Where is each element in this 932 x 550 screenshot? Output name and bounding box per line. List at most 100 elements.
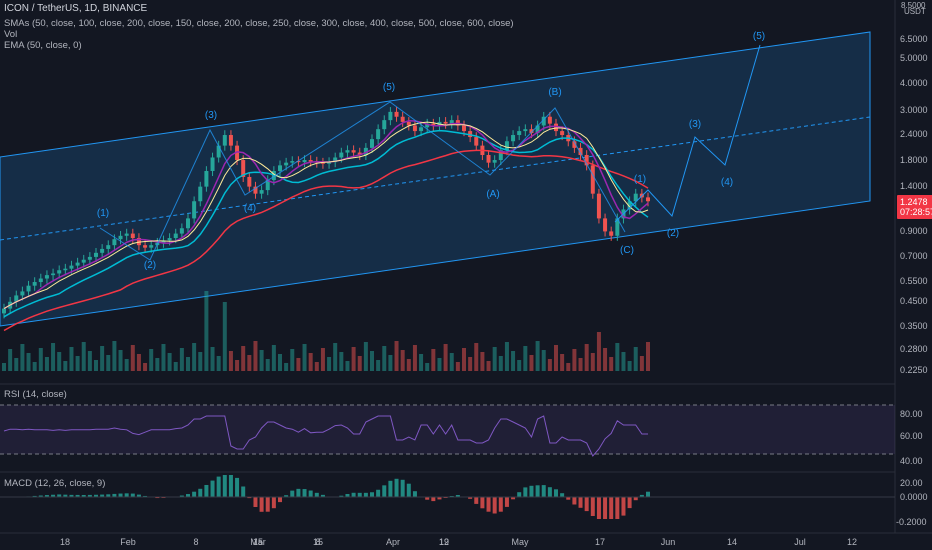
volume-bar <box>596 332 601 371</box>
macd-bar <box>627 497 632 509</box>
macd-bar <box>296 488 301 497</box>
macd-bar <box>560 493 565 497</box>
macd-bar <box>535 485 540 497</box>
candle-body <box>198 186 203 202</box>
candle-body <box>406 121 411 126</box>
candle-body <box>511 135 516 142</box>
volume-bar <box>400 350 405 371</box>
candle-body <box>222 135 227 146</box>
volume-bar <box>370 351 374 371</box>
candle-body <box>216 145 221 158</box>
volume-bar <box>94 360 98 371</box>
volume-bar <box>235 360 240 371</box>
macd-bar <box>81 495 86 497</box>
price-badge-countdown: 07:28:57 <box>900 207 932 217</box>
candle-body <box>400 116 405 122</box>
volume-bar <box>590 353 595 371</box>
candle-body <box>302 160 307 163</box>
macd-bar <box>572 497 577 505</box>
candle-body <box>498 150 503 161</box>
volume-bar <box>100 346 105 371</box>
volume-bar <box>75 356 80 371</box>
time-axis-label: Mar <box>250 537 266 547</box>
macd-bar <box>94 494 98 497</box>
macd-bar <box>541 485 546 497</box>
candle-body <box>320 162 325 164</box>
macd-bar <box>222 475 227 497</box>
candle-body <box>474 137 479 146</box>
volume-bar <box>192 343 197 371</box>
candle-body <box>547 116 552 124</box>
candle-body <box>590 165 595 194</box>
macd-bar <box>308 490 313 497</box>
time-axis-label: 8 <box>193 537 198 547</box>
wave-label: (5) <box>383 82 395 93</box>
volume-bar <box>327 357 332 371</box>
wave-label: (3) <box>205 110 217 121</box>
volume-bar <box>376 360 381 371</box>
price-axis-label: 3.0000 <box>900 105 928 115</box>
volume-bar <box>136 354 141 371</box>
candle-body <box>462 125 466 132</box>
candle-body <box>327 162 332 164</box>
macd-histogram <box>26 475 650 519</box>
volume-bar <box>314 362 319 371</box>
macd-bar <box>480 497 485 509</box>
volume-bar <box>198 352 203 371</box>
volume-bar <box>14 358 19 371</box>
volume-bar <box>541 350 546 371</box>
volume-bar <box>523 346 528 371</box>
macd-bar <box>278 497 282 503</box>
macd-bar <box>235 477 240 497</box>
volume-bar <box>621 352 626 371</box>
time-axis-label: 18 <box>60 537 70 547</box>
candle-body <box>363 147 368 155</box>
volume-bar <box>498 356 503 371</box>
macd-bar <box>603 497 608 519</box>
candle-body <box>204 170 209 187</box>
candle-body <box>596 193 601 219</box>
candle-body <box>339 152 344 158</box>
macd-bar <box>32 495 37 497</box>
candle-body <box>376 129 381 140</box>
candle-body <box>541 116 546 126</box>
volume-bar <box>547 359 552 371</box>
wave-projection <box>614 44 761 223</box>
candle-body <box>124 233 129 236</box>
candle-body <box>560 131 565 136</box>
volume-bar <box>44 357 49 371</box>
macd-bar <box>130 493 135 497</box>
volume-bar <box>253 341 258 371</box>
volume-bar <box>504 342 509 371</box>
ema-50-line <box>3 129 649 318</box>
macd-bar <box>468 497 473 499</box>
wave-label: (2) <box>667 228 679 239</box>
candle-body <box>247 176 252 187</box>
volume-bar <box>216 356 221 371</box>
macd-bar <box>590 497 595 516</box>
ema-legend: EMA (50, close, 0) <box>4 40 82 51</box>
macd-bar <box>290 490 295 497</box>
candle-body <box>486 154 491 163</box>
macd-bar <box>596 497 601 519</box>
volume-bar <box>186 357 190 371</box>
candle-body <box>517 131 522 136</box>
candle-body <box>32 282 37 286</box>
macd-bar <box>455 495 460 497</box>
candle-body <box>492 160 497 163</box>
macd-bar <box>486 497 491 512</box>
candle-body <box>253 186 258 194</box>
macd-bar <box>63 494 68 497</box>
price-axis-label: 6.5000 <box>900 34 928 44</box>
macd-bar <box>179 495 184 497</box>
macd-bar <box>259 497 264 512</box>
macd-bar <box>382 485 387 497</box>
volume-bar <box>603 348 608 371</box>
macd-bar <box>69 494 74 497</box>
volume-bar <box>210 347 215 371</box>
candle-body <box>535 125 540 134</box>
rsi-axis-label: 20.00 <box>900 478 923 488</box>
volume-bar <box>87 351 92 371</box>
volume-bar <box>554 345 558 371</box>
